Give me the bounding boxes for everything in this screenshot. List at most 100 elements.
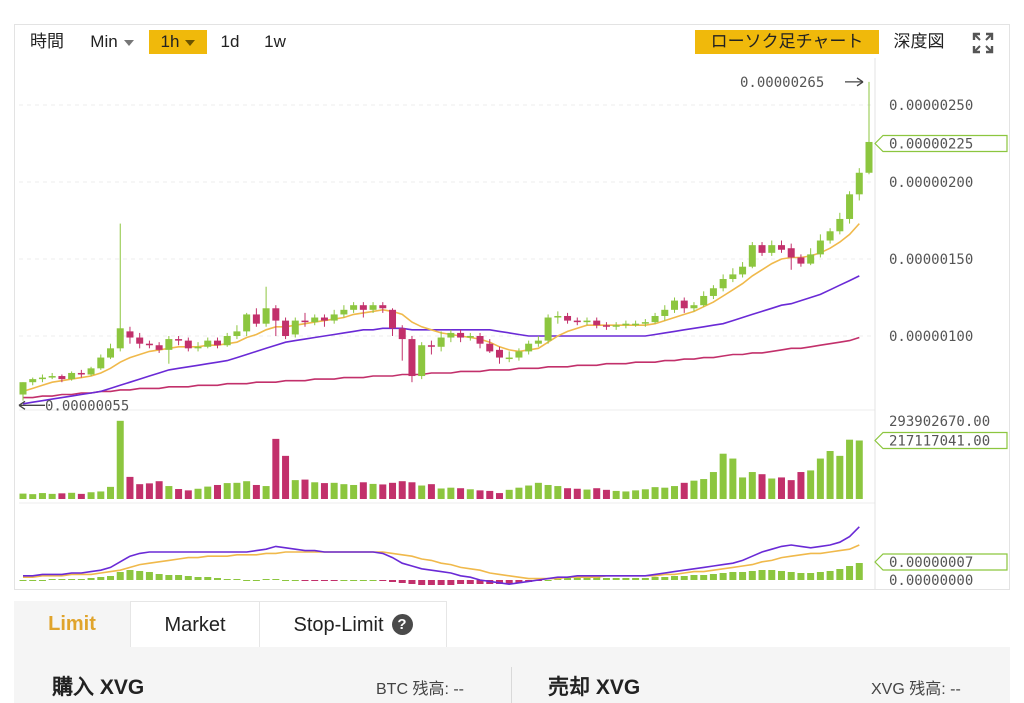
volume-bar — [816, 458, 824, 499]
macd-hist-bar — [175, 575, 183, 580]
volume-bar — [690, 480, 698, 499]
macd-zero-label: 0.00000000 — [889, 573, 973, 589]
candle-body — [58, 376, 66, 380]
macd-hist-bar — [301, 580, 309, 581]
candle-body — [671, 300, 679, 310]
help-icon[interactable]: ? — [391, 613, 413, 635]
macd-hist-bar — [97, 577, 105, 580]
depth-chart-button[interactable]: 深度図 — [887, 30, 951, 54]
macd-dif-line — [23, 526, 860, 586]
macd-hist-bar — [797, 573, 805, 580]
candle-body — [739, 266, 747, 275]
macd-hist-bar — [350, 580, 358, 581]
volume-bar — [272, 438, 280, 499]
macd-hist-bar — [564, 578, 572, 580]
candle-body — [68, 372, 76, 380]
macd-hist-bar — [252, 580, 260, 581]
volume-bar — [680, 482, 688, 499]
price-tick-label: 0.00000100 — [889, 329, 973, 345]
volume-bar — [505, 489, 513, 499]
ma-mid-line — [22, 275, 860, 405]
macd-hist-bar — [116, 572, 124, 580]
volume-bar — [846, 439, 854, 499]
candle-body — [651, 315, 659, 323]
candle-body — [554, 315, 562, 318]
volume-bar — [194, 488, 202, 499]
macd-hist-bar — [836, 569, 844, 580]
macd-hist-bar — [184, 576, 192, 580]
volume-bar — [612, 490, 620, 499]
interval-minute-dropdown[interactable]: Min — [81, 30, 143, 54]
min-price-label: 0.00000055 — [45, 398, 129, 414]
candle-body — [680, 300, 688, 309]
macd-hist-bar — [622, 578, 630, 580]
macd-hist-bar — [330, 580, 338, 581]
volume-bar — [709, 472, 717, 499]
candle-body — [564, 315, 572, 321]
volume-bar — [836, 455, 844, 499]
interval-hour-label: 1h — [160, 32, 180, 51]
candle-body — [700, 295, 708, 306]
macd-hist-bar — [145, 572, 153, 580]
tab-limit[interactable]: Limit — [14, 601, 130, 647]
candle-body — [855, 172, 863, 195]
volume-bar — [457, 488, 465, 499]
candle-body — [719, 279, 727, 289]
macd-hist-bar — [739, 572, 747, 580]
ma-long-line — [23, 336, 860, 399]
macd-hist-bar — [243, 580, 251, 581]
macd-hist-bar — [447, 580, 455, 585]
volume-bar — [213, 484, 221, 499]
volume-bar — [126, 476, 134, 499]
max-price-label: 0.00000265 — [740, 75, 824, 91]
interval-hour-dropdown[interactable]: 1h — [149, 30, 207, 54]
fullscreen-icon — [972, 32, 994, 53]
candle-body — [126, 331, 134, 338]
volume-bar — [29, 494, 37, 499]
sell-title: 売却 XVG — [548, 676, 641, 699]
tab-stop-limit[interactable]: Stop-Limit? — [259, 601, 447, 647]
price-tick-label: 0.00000150 — [889, 252, 973, 268]
chart-panel: 時間 Min 1h 1d 1w ローソク足チャート 深度図 0.00000250… — [14, 24, 1010, 590]
macd-hist-bar — [729, 572, 737, 580]
volume-bar — [359, 482, 367, 499]
volume-bar — [165, 486, 173, 499]
chart-toolbar: 時間 Min 1h 1d 1w ローソク足チャート 深度図 — [15, 25, 1009, 58]
interval-week-button[interactable]: 1w — [255, 30, 295, 54]
candle-body — [622, 323, 630, 326]
candle-body — [408, 339, 416, 377]
macd-hist-bar — [855, 563, 863, 580]
macd-hist-bar — [29, 580, 37, 581]
candle-body — [865, 141, 873, 173]
volume-bar — [204, 486, 212, 499]
macd-hist-bar — [602, 578, 610, 580]
volume-bar — [291, 480, 299, 499]
candle-body — [807, 254, 815, 264]
macd-hist-bar — [671, 576, 679, 580]
candle-body — [709, 288, 717, 296]
volume-bar — [311, 482, 319, 499]
volume-bar — [641, 489, 649, 499]
arrow-left-icon — [18, 400, 26, 410]
candle-body — [233, 331, 241, 336]
macd-hist-bar — [262, 579, 270, 580]
candlestick-chart-label: ローソク足チャート — [710, 32, 864, 51]
macd-hist-bar — [282, 580, 290, 581]
macd-hist-bar — [107, 576, 115, 580]
candle-body — [573, 320, 581, 323]
volume-max-label: 293902670.00 — [889, 414, 990, 430]
candle-body — [583, 320, 591, 323]
candlestick-chart-button[interactable]: ローソク足チャート — [695, 30, 879, 54]
volume-bar — [223, 483, 231, 499]
candle-body — [437, 337, 445, 347]
fullscreen-button[interactable] — [965, 30, 1001, 54]
ma-short-line — [22, 223, 860, 393]
tab-limit-label: Limit — [48, 613, 96, 635]
depth-chart-label: 深度図 — [893, 32, 945, 51]
btc-balance: BTC 残高: -- — [376, 681, 464, 698]
interval-day-button[interactable]: 1d — [213, 30, 247, 54]
tab-market[interactable]: Market — [130, 601, 260, 647]
macd-hist-bar — [593, 577, 601, 580]
candle-body — [427, 345, 435, 347]
volume-bar — [622, 491, 630, 499]
